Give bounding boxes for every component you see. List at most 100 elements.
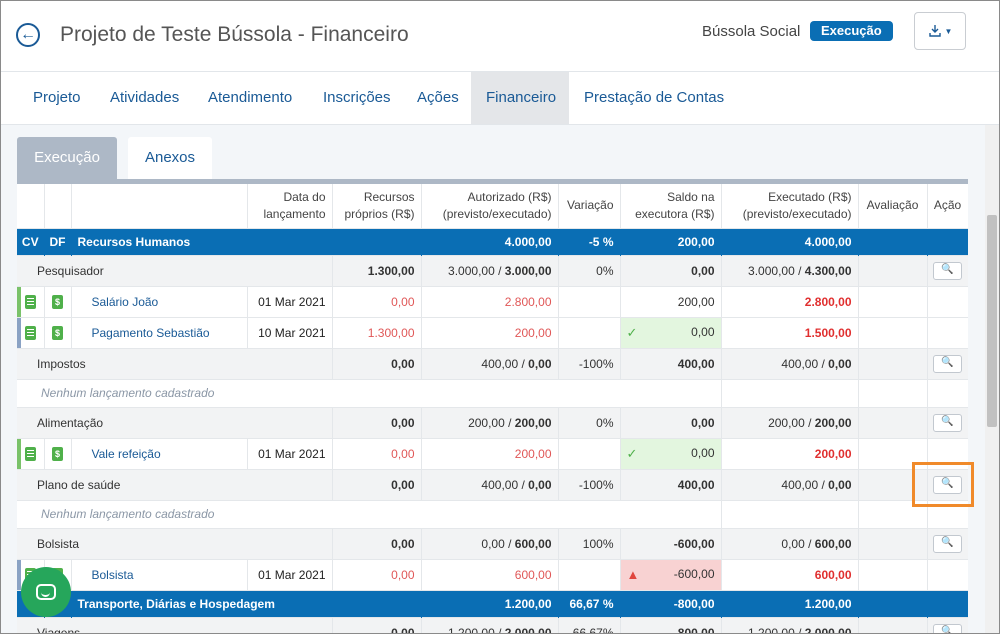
category-own: 0,00 [391,477,415,492]
item-own: 0,00 [332,559,422,591]
money-doc-icon[interactable]: $ [52,294,63,309]
category-auth-prev: 3.000,00 [448,263,495,278]
search-button[interactable]: 🔍 [933,624,962,633]
item-date: 01 Mar 2021 [247,286,333,318]
chat-button[interactable] [21,567,71,617]
header-executed: Executado (R$) (previsto/executado) [721,184,859,229]
subtab-execucao[interactable]: Execução [17,137,117,179]
category-exec-exec: 0,00 [828,477,852,492]
table-row: $ Vale refeição 01 Mar 2021 0,00 200,00 … [17,438,968,470]
main-tabs: Projeto Atividades Atendimento Inscriçõe… [1,72,999,125]
item-date: 01 Mar 2021 [247,438,333,470]
category-auth-exec: 2.000,00 [504,625,552,634]
category-row: Impostos 0,00 400,00 / 0,00 -100% 400,00… [17,347,968,380]
category-row: Pesquisador 1.300,00 3.000,00 / 3.000,00… [17,254,968,287]
check-icon: ✓ [626,324,638,340]
category-variation: 0% [558,254,621,287]
category-own: 0,00 [391,625,415,634]
search-button[interactable]: 🔍 [933,355,962,373]
header-own-resources: Recursos próprios (R$) [332,184,422,229]
tab-atividades[interactable]: Atividades [110,89,180,106]
empty-row: Nenhum lançamento cadastrado [17,500,968,529]
tab-atendimento[interactable]: Atendimento [208,89,293,106]
item-balance: -600,00 [673,567,715,581]
empty-message: Nenhum lançamento cadastrado [17,500,722,529]
receipt-icon[interactable] [24,325,36,340]
category-row: Plano de saúde 0,00 400,00 / 0,00 -100% … [17,468,968,501]
tab-projeto[interactable]: Projeto [33,89,81,106]
tab-financeiro[interactable]: Financeiro [471,72,569,124]
category-auth-exec: 200,00 [514,415,552,430]
organization-name: Bússola Social [702,23,801,40]
export-button[interactable]: ▼ [914,12,966,50]
status-badge: Execução [810,21,893,41]
item-link[interactable]: Salário João [71,286,248,318]
tab-inscricoes[interactable]: Inscrições [323,89,391,106]
category-balance: 0,00 [691,415,715,430]
item-own: 0,00 [332,438,422,470]
category-variation: -100% [558,347,621,380]
receipt-icon[interactable] [24,294,36,309]
category-own: 0,00 [391,536,415,551]
category-exec-prev: 400,00 [781,477,819,492]
warning-icon: ▲ [626,567,640,582]
header-df: DF [44,228,72,255]
item-authorized: 2.800,00 [421,286,559,318]
table-row: $ Salário João 01 Mar 2021 0,00 2.800,00… [17,286,968,318]
category-auth-prev: 200,00 [468,415,505,430]
category-own: 1.300,00 [367,263,415,278]
category-exec-prev: 0,00 [781,536,805,551]
receipt-icon[interactable] [24,446,36,461]
download-icon [928,25,941,37]
search-button[interactable]: 🔍 [933,535,962,553]
subtab-anexos[interactable]: Anexos [128,137,212,179]
category-balance: -800,00 [673,625,715,634]
item-link[interactable]: Bolsista [71,559,248,591]
money-doc-icon[interactable]: $ [52,446,63,461]
group-row: CV DF Recursos Humanos 4.000,00 -5 % 200… [17,228,968,255]
search-button[interactable]: 🔍 [933,262,962,280]
group-balance: 200,00 [620,228,722,255]
category-label: Plano de saúde [17,468,333,501]
financial-table: Data do lançamento Recursos próprios (R$… [17,184,968,634]
category-label: Pesquisador [17,254,333,287]
category-exec-prev: 400,00 [781,356,819,371]
tab-acoes[interactable]: Ações [417,89,459,106]
header-variation: Variação [558,184,621,229]
header-balance: Saldo na executora (R$) [620,184,722,229]
category-variation: -100% [558,468,621,501]
header-date: Data do lançamento [247,184,333,229]
item-authorized: 200,00 [421,438,559,470]
header-cv: CV [17,228,45,255]
category-exec-exec: 200,00 [814,415,852,430]
search-button[interactable]: 🔍 [933,414,962,432]
item-link[interactable]: Pagamento Sebastião [71,317,248,349]
money-doc-icon[interactable]: $ [52,325,63,340]
financial-table-container: Data do lançamento Recursos próprios (R$… [17,179,968,634]
table-row: $ Bolsista 01 Mar 2021 0,00 600,00 ▲-600… [17,559,968,591]
category-auth-prev: 400,00 [481,477,519,492]
highlight-box [912,462,974,507]
category-label: Impostos [17,347,333,380]
check-icon: ✓ [626,445,638,461]
chat-icon [36,584,56,600]
tab-prestacao-de-contas[interactable]: Prestação de Contas [584,89,725,106]
category-variation: 0% [558,406,621,439]
category-exec-prev: 3.000,00 [748,263,795,278]
item-executed: 200,00 [721,438,859,470]
back-arrow-icon[interactable]: ← [16,23,40,47]
group-variation: -5 % [558,228,621,255]
group-label: Recursos Humanos [71,228,422,255]
header-action: Ação [927,184,968,229]
category-label: Bolsista [17,527,333,560]
search-button[interactable]: 🔍 [933,476,962,494]
category-balance: 400,00 [677,477,715,492]
category-auth-exec: 0,00 [528,356,552,371]
category-balance: -600,00 [673,536,715,551]
category-exec-exec: 2.000,00 [804,625,852,634]
group-label: Transporte, Diárias e Hospedagem [71,590,422,617]
item-link[interactable]: Vale refeição [71,438,248,470]
category-row: Alimentação 0,00 200,00 / 200,00 0% 0,00… [17,406,968,439]
category-variation: 100% [558,527,621,560]
scrollbar-thumb[interactable] [987,215,997,427]
